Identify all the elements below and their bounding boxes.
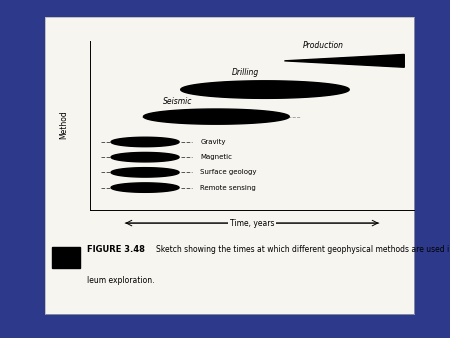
Text: Method: Method: [59, 111, 68, 140]
Text: Magnetic: Magnetic: [200, 154, 232, 160]
Polygon shape: [111, 183, 179, 192]
Polygon shape: [111, 137, 179, 147]
Polygon shape: [144, 109, 289, 124]
Text: Gravity: Gravity: [200, 139, 225, 145]
Bar: [52, 247, 80, 268]
Text: FIGURE 3.48: FIGURE 3.48: [87, 245, 145, 254]
Text: Seismic: Seismic: [163, 97, 192, 106]
Text: Sketch showing the times at which different geophysical methods are used in petr: Sketch showing the times at which differ…: [156, 245, 450, 254]
Polygon shape: [111, 152, 179, 162]
Text: Surface geology: Surface geology: [200, 169, 256, 175]
Polygon shape: [111, 168, 179, 177]
Text: Remote sensing: Remote sensing: [200, 185, 256, 191]
Text: leum exploration.: leum exploration.: [87, 276, 155, 285]
Text: Drilling: Drilling: [232, 68, 259, 77]
Text: Production: Production: [303, 41, 344, 50]
Polygon shape: [284, 54, 404, 67]
Polygon shape: [181, 81, 349, 98]
Text: Time, years: Time, years: [230, 219, 274, 227]
